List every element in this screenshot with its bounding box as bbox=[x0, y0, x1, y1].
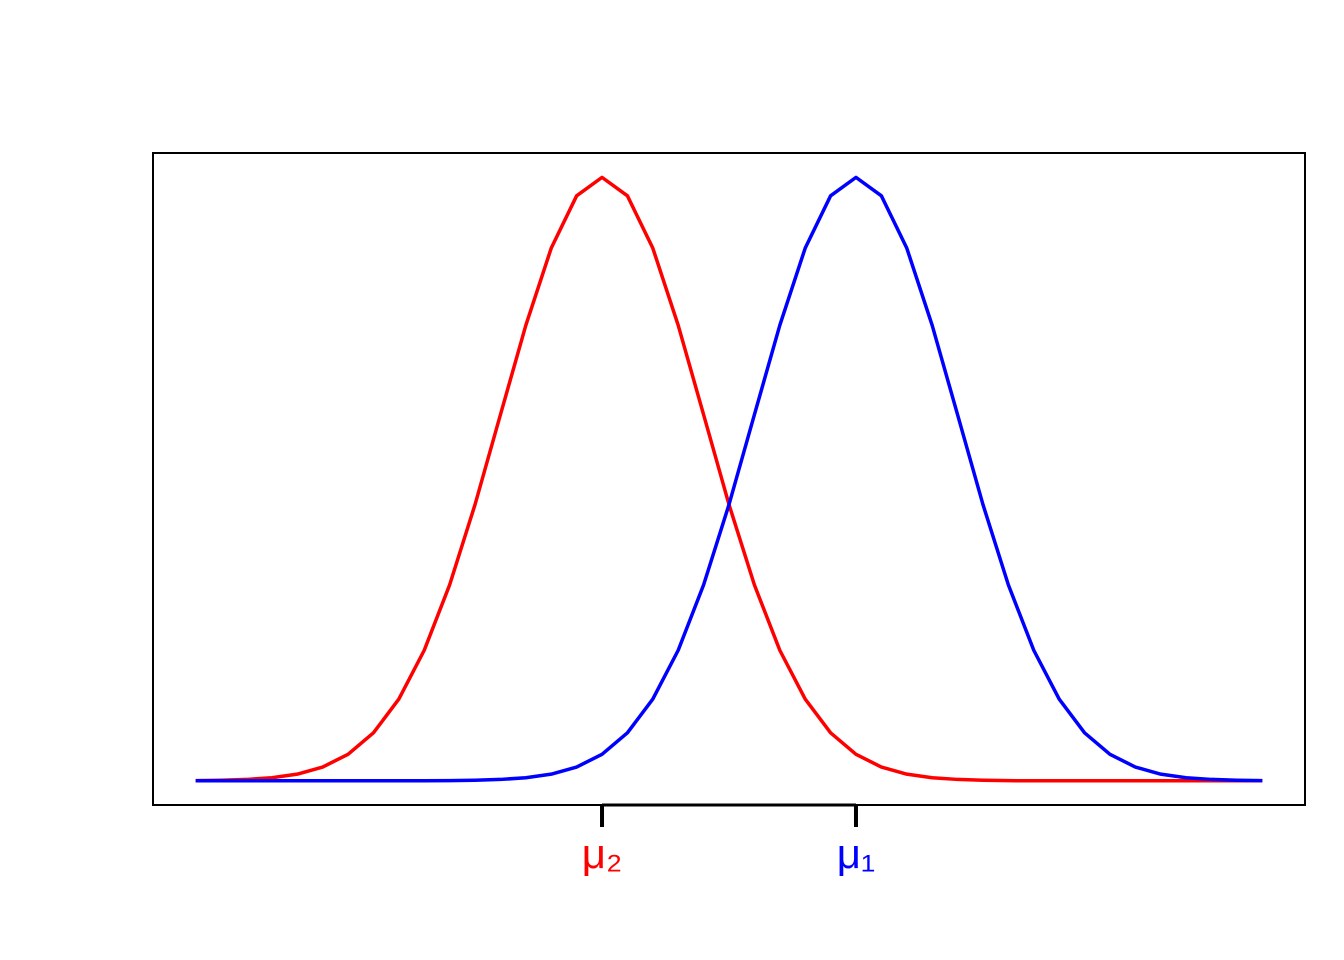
plot-frame bbox=[152, 152, 1306, 806]
x-tick-label: μ₂ bbox=[582, 830, 623, 877]
x-tick-label: μ₁ bbox=[837, 830, 875, 877]
density-curve bbox=[195, 175, 1263, 783]
density-curve bbox=[195, 175, 1263, 783]
